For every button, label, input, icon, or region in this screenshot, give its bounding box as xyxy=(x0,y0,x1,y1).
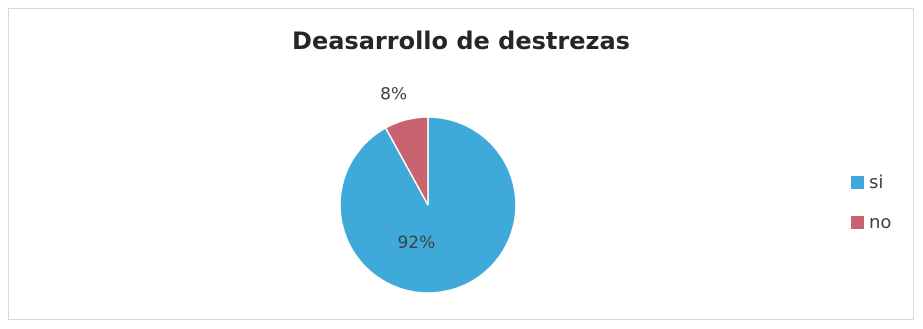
legend-item-si: si xyxy=(851,169,891,195)
legend-item-no: no xyxy=(851,209,891,235)
legend-label-no: no xyxy=(869,211,892,233)
data-label-si: 92% xyxy=(397,233,435,253)
pie-data-labels: 92% 8% xyxy=(380,85,435,253)
pie-slices xyxy=(339,116,517,294)
chart-title: Deasarrollo de destrezas xyxy=(292,27,630,55)
legend-swatch-si xyxy=(851,175,864,189)
chart-frame: Deasarrollo de destrezas 92% 8% si no xyxy=(8,8,914,320)
pie-chart: 92% 8% xyxy=(339,85,517,294)
legend-swatch-no xyxy=(851,215,864,229)
legend-label-si: si xyxy=(869,171,884,193)
pie-slice-no xyxy=(384,116,429,206)
data-label-no: 8% xyxy=(380,85,407,105)
chart-legend: si no xyxy=(851,169,891,249)
